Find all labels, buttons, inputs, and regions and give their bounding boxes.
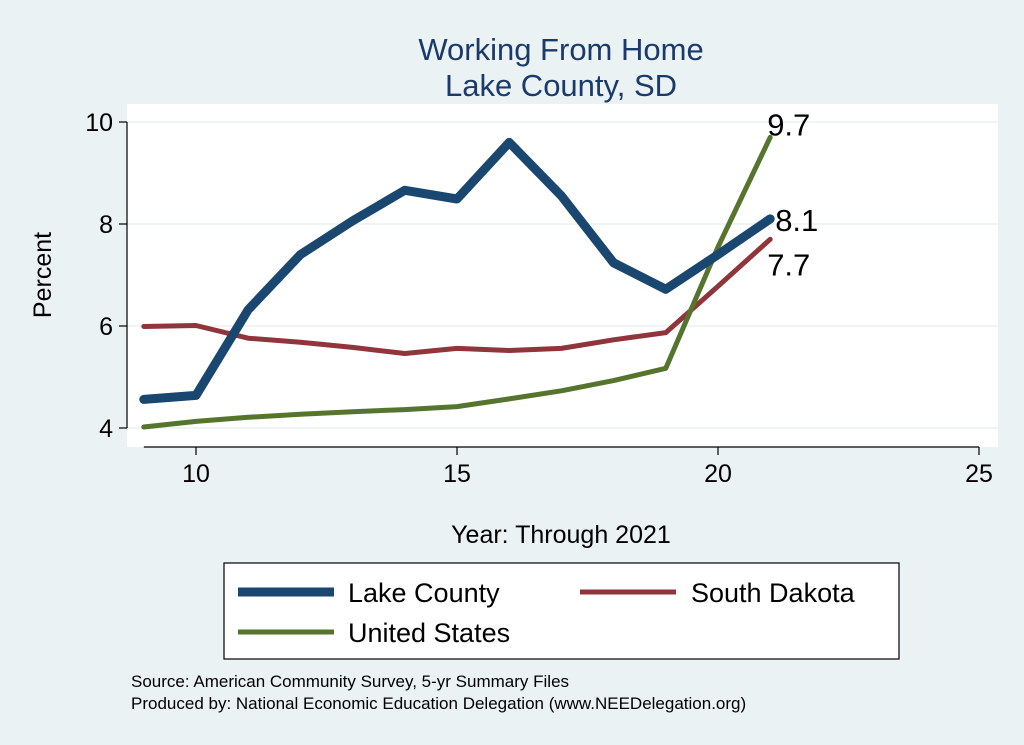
x-tick-label-10: 10 xyxy=(182,460,210,488)
legend-label-south-dakota: South Dakota xyxy=(691,578,856,608)
chart-title-line-1: Working From Home xyxy=(418,32,703,67)
series-line-south-dakota xyxy=(141,236,773,356)
y-tick-label-4: 4 xyxy=(99,415,113,443)
x-tick-label-25: 25 xyxy=(965,460,993,488)
y-tick-label-8: 8 xyxy=(99,211,113,239)
chart-title-line-2: Lake County, SD xyxy=(445,68,677,103)
end-label-lake-county: 8.1 xyxy=(775,203,818,238)
legend-box xyxy=(223,562,900,660)
end-labels: 8.1 7.7 9.7 xyxy=(767,107,818,282)
legend-label-united-states: United States xyxy=(348,618,510,648)
axes: 4 6 8 10 10 15 20 25 xyxy=(85,109,993,488)
legend-label-lake-county: Lake County xyxy=(348,578,500,608)
series-line-lake-county xyxy=(139,137,775,404)
series-lines xyxy=(139,134,775,430)
x-axis-title: Year: Through 2021 xyxy=(451,521,671,549)
x-tick-label-20: 20 xyxy=(704,460,732,488)
y-tick-label-10: 10 xyxy=(85,109,113,137)
producer-note: Produced by: National Economic Education… xyxy=(131,694,746,713)
series-line-united-states xyxy=(141,134,773,430)
end-label-south-dakota: 7.7 xyxy=(767,247,810,282)
end-label-united-states: 9.7 xyxy=(767,107,810,142)
x-tick-label-15: 15 xyxy=(443,460,471,488)
y-tick-label-6: 6 xyxy=(99,313,113,341)
legend: Lake County South Dakota United States xyxy=(223,562,900,660)
plot-area xyxy=(127,104,998,447)
source-note: Source: American Community Survey, 5-yr … xyxy=(131,672,569,691)
gridlines xyxy=(127,121,998,429)
y-axis-title: Percent xyxy=(29,232,57,318)
